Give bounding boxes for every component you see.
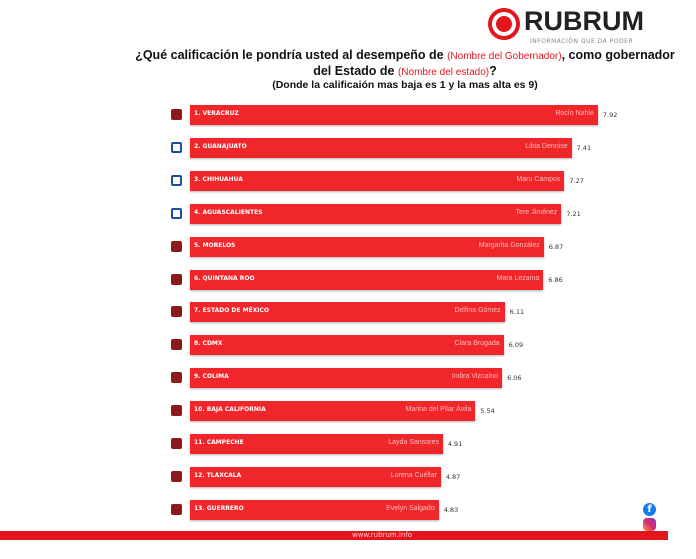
bar-value-label: 4.83 (443, 505, 459, 514)
bar-row: 10. BAJA CALIFORNIA Marina del Pilar Ávil… (0, 401, 696, 422)
bar-state-label: 3. CHIHUAHUA (194, 175, 243, 183)
bar-row: 4. AGUASCALIENTES Tere Jiménez 7.21 (0, 203, 696, 224)
bar: 7. ESTADO DE MÉXICO Delfina Gómez (190, 302, 505, 323)
party-morena-icon (171, 240, 182, 252)
title-text: ¿Qué calificación le pondría usted al de… (135, 48, 448, 62)
bar-value-label: 7.41 (576, 143, 592, 152)
brand-name: RUBRUM (524, 6, 644, 36)
title-text: , como gobernador del Estado de (313, 48, 675, 78)
bar-governor-label: Margarita González (478, 241, 540, 249)
bar: 12. TLAXCALA Lorena Cuéllar (190, 466, 441, 487)
instagram-icon[interactable] (643, 518, 656, 531)
bar-state-label: 8. CDMX (194, 340, 223, 348)
bar: 9. COLIMA Indira Vizcaíno (190, 368, 503, 389)
footer-url[interactable]: www.rubrum.info (352, 531, 413, 539)
bar-governor-label: Lorena Cuéllar (390, 471, 437, 479)
bar-value-label: 6.86 (548, 275, 563, 284)
brand-tagline: INFORMACIÓN QUE DA PODER (530, 38, 634, 45)
chart-title: ¿Qué calificación le pondría usted al de… (130, 48, 680, 80)
bar-row: 11. CAMPECHE Layda Sansores 4.91 (0, 434, 696, 454)
bar-state-label: 10. BAJA CALIFORNIA (194, 406, 266, 414)
bar-governor-label: Libia Dennise (525, 142, 568, 150)
party-morena-icon (171, 470, 182, 482)
bar-row: 2. GUANAJUATO Libia Dennise 7.41 (0, 137, 696, 158)
bar-state-label: 11. CAMPECHE (194, 439, 244, 446)
bar-governor-label: Tere Jiménez (515, 208, 558, 216)
bar-governor-label: Layda Sansores (388, 439, 439, 446)
bar-value-label: 7.92 (602, 111, 618, 119)
bar: 5. MORELOS Margarita González (190, 236, 544, 257)
party-morena-icon (171, 339, 182, 351)
bar-value-label: 4.87 (445, 472, 461, 481)
bar-governor-label: Maru Campos (516, 175, 561, 183)
bar-row: 13. GUERRERO Evelyn Salgado 4.83 (0, 499, 696, 520)
party-morena-icon (171, 438, 182, 449)
bar: 4. AGUASCALIENTES Tere Jiménez (190, 203, 562, 224)
bar-governor-label: Marina del Pilar Ávila (405, 406, 472, 414)
bar: 1. VERACRUZ Rocío Nahle (190, 105, 598, 125)
chart-subtitle: (Donde la calificaión mas baja es 1 y la… (272, 79, 538, 91)
party-pan-icon (171, 141, 182, 153)
bar-row: 1. VERACRUZ Rocío Nahle 7.92 (0, 105, 696, 125)
party-morena-icon (171, 405, 182, 417)
bar-state-label: 2. GUANAJUATO (194, 142, 247, 150)
bar-governor-label: Rocío Nahle (555, 110, 594, 117)
bar: 13. GUERRERO Evelyn Salgado (190, 499, 439, 520)
bar-state-label: 6. QUINTANA ROO (194, 274, 255, 282)
bar-row: 7. ESTADO DE MÉXICO Delfina Gómez 6.11 (0, 302, 696, 323)
party-pan-icon (171, 174, 182, 186)
bar-state-label: 13. GUERRERO (194, 504, 244, 512)
bar-state-label: 7. ESTADO DE MÉXICO (194, 307, 270, 315)
party-morena-icon (171, 306, 182, 318)
bar-state-label: 5. MORELOS (194, 241, 236, 249)
rubrum-logo: RUBRUM INFORMACIÓN QUE DA PODER (488, 6, 658, 46)
bar-row: 5. MORELOS Margarita González 6.87 (0, 236, 696, 257)
bar-value-label: 6.11 (509, 308, 525, 317)
bar-governor-label: Delfina Gómez (454, 307, 501, 315)
bar-value-label: 5.54 (480, 407, 495, 416)
bar: 8. CDMX Clara Brugada (190, 335, 504, 356)
bar: 10. BAJA CALIFORNIA Marina del Pilar Ávil… (190, 401, 476, 422)
bar-governor-label: Evelyn Salgado (386, 504, 435, 512)
party-morena-icon (171, 372, 182, 384)
facebook-icon[interactable]: f (643, 503, 656, 516)
party-morena-icon (171, 503, 182, 515)
bar: 2. GUANAJUATO Libia Dennise (190, 137, 572, 158)
bar-row: 6. QUINTANA ROO Mara Lezama 6.86 (0, 269, 696, 290)
bar-governor-label: Mara Lezama (496, 274, 540, 282)
bar-state-label: 4. AGUASCALIENTES (194, 208, 263, 216)
title-placeholder-state: (Nombre del estado) (397, 67, 490, 78)
title-placeholder-governor: (Nombre del Gobernador) (447, 51, 562, 62)
footer-bar: www.rubrum.info (0, 531, 668, 540)
bar-value-label: 7.27 (569, 176, 584, 185)
title-text: ? (489, 64, 497, 78)
bar-row: 8. CDMX Clara Brugada 6.09 (0, 335, 696, 356)
bar-value-label: 6.06 (507, 374, 522, 383)
bar-value-label: 7.21 (566, 209, 581, 218)
bar-state-label: 9. COLIMA (194, 373, 229, 381)
party-morena-icon (171, 273, 182, 285)
target-icon (488, 8, 520, 40)
bar-value-label: 6.87 (548, 242, 564, 251)
bar-value-label: 4.91 (447, 440, 463, 448)
bar: 6. QUINTANA ROO Mara Lezama (190, 269, 544, 290)
bar-row: 9. COLIMA Indira Vizcaíno 6.06 (0, 368, 696, 389)
party-pan-icon (171, 207, 182, 219)
bar-state-label: 12. TLAXCALA (194, 471, 242, 479)
party-morena-icon (171, 109, 182, 120)
bar-governor-label: Clara Brugada (454, 340, 500, 348)
bar: 3. CHIHUAHUA Maru Campos (190, 170, 565, 191)
bar-governor-label: Indira Vizcaíno (451, 373, 499, 381)
bar-state-label: 1. VERACRUZ (194, 110, 239, 117)
bar-row: 12. TLAXCALA Lorena Cuéllar 4.87 (0, 466, 696, 487)
bar-row: 3. CHIHUAHUA Maru Campos 7.27 (0, 170, 696, 191)
bar: 11. CAMPECHE Layda Sansores (190, 434, 443, 454)
bar-value-label: 6.09 (508, 341, 524, 350)
target-dot (496, 16, 512, 32)
